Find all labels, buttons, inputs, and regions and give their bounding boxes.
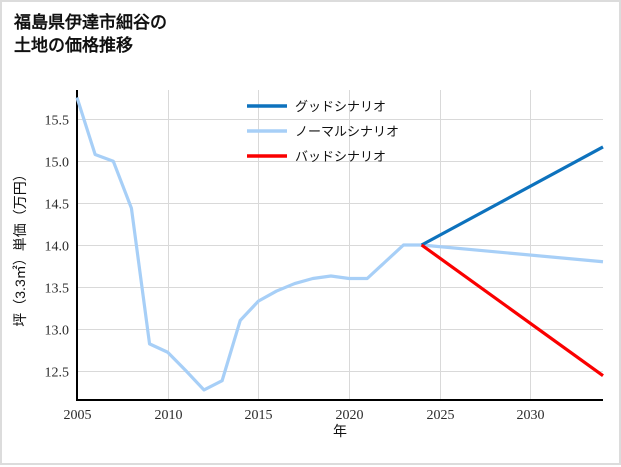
x-tick-labels: 2005 2010 2015 2020 2025 2030 (64, 408, 545, 423)
y-tick-label: 14.5 (45, 198, 70, 213)
x-tick-label: 2030 (517, 408, 545, 423)
legend-label-normal: ノーマルシナリオ (295, 124, 399, 139)
y-tick-label: 13.0 (45, 324, 70, 339)
page-title: 福島県伊達市細谷の 土地の価格推移 (14, 13, 167, 55)
x-tick-label: 2025 (427, 408, 455, 423)
legend-label-good: グッドシナリオ (295, 99, 386, 114)
legend-label-bad: バッドシナリオ (295, 149, 386, 164)
series-line-good (420, 145, 604, 247)
horizontal-gridlines (77, 119, 603, 372)
y-tick-label: 12.5 (45, 366, 70, 381)
axis-spines (75, 90, 603, 402)
y-tick-label: 14.0 (45, 240, 70, 255)
x-axis-title: 年 (333, 423, 347, 439)
y-tick-label: 15.0 (45, 156, 70, 171)
x-tick-label: 2015 (245, 408, 273, 423)
x-tick-label: 2020 (336, 408, 364, 423)
y-tick-labels: 12.5 13.0 13.5 14.0 14.5 15.0 15.5 (45, 114, 70, 381)
series-line-bad (420, 243, 604, 377)
y-tick-label: 13.5 (45, 282, 70, 297)
y-axis-title: 坪（3.3㎡）単価（万円） (12, 167, 28, 326)
x-tick-label: 2005 (64, 408, 92, 423)
y-tick-label: 15.5 (45, 114, 70, 129)
data-series-group (75, 97, 604, 392)
series-line-normal (75, 97, 604, 392)
x-tick-label: 2010 (155, 408, 183, 423)
